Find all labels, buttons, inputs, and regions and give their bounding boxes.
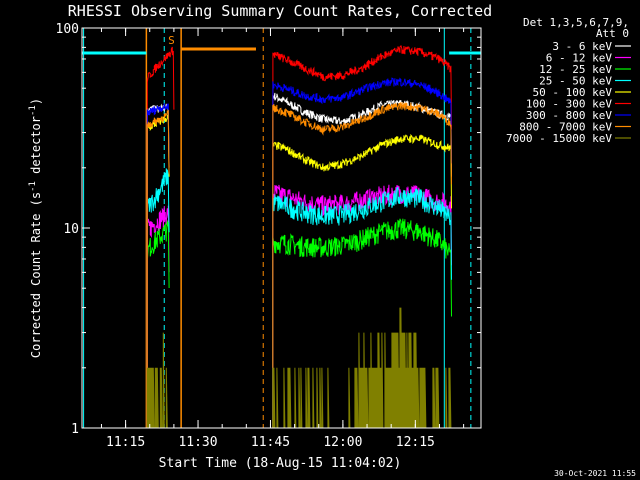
y-axis-label-mid: detector: [29, 116, 43, 181]
series-2-line: [146, 205, 170, 428]
legend-label: 12 - 25 keV: [539, 63, 612, 76]
legend-header-line-1: Det 1,3,5,6,7,9,: [523, 16, 629, 29]
y-tick-label: 1: [71, 422, 79, 437]
legend-label: 50 - 100 keV: [533, 86, 613, 99]
series-4-line: [146, 168, 170, 428]
series-7-line: [146, 103, 170, 428]
y-tick-label: 10: [63, 222, 79, 237]
series-3-line: [146, 220, 170, 428]
x-axis: 11:15 11:30 11:45 12:00 12:15: [100, 28, 465, 450]
plot-content: S: [82, 28, 481, 429]
legend-label: 7000 - 15000 keV: [506, 132, 612, 145]
legend-label: 800 - 7000 keV: [519, 121, 612, 134]
series-9-line: [146, 332, 169, 429]
x-axis-label: Start Time (18-Aug-15 11:04:02): [159, 456, 402, 471]
y-axis-label-exp2: -1: [28, 105, 38, 116]
y-axis-label-main: Corrected Count Rate (s: [29, 192, 43, 358]
y-axis: 1 10 100: [56, 22, 481, 437]
x-tick-label: 11:45: [251, 435, 290, 450]
y-axis-label-exp1: -1: [28, 181, 38, 192]
saa-marker: S: [168, 34, 175, 47]
series-7-line: [272, 77, 452, 428]
legend-label: 3 - 6 keV: [552, 40, 612, 53]
y-axis-label-end: ): [29, 98, 43, 105]
series-6-line: [146, 46, 175, 428]
x-tick-label: 12:00: [323, 435, 362, 450]
series-6-line: [272, 45, 452, 428]
chart-title: RHESSI Observing Summary Count Rates, Co…: [68, 2, 492, 20]
series-4-line: [272, 186, 452, 428]
legend-header-line-2: Att 0: [596, 27, 629, 40]
y-tick-label: 100: [56, 22, 79, 37]
x-tick-label: 12:15: [396, 435, 435, 450]
legend-label: 300 - 800 keV: [526, 109, 612, 122]
y-axis-label: Corrected Count Rate (s-1 detector-1): [28, 98, 43, 358]
x-tick-label: 11:30: [178, 435, 217, 450]
legend-label: 25 - 50 keV: [539, 75, 612, 88]
x-tick-label: 11:15: [106, 435, 145, 450]
series-5-line: [272, 133, 452, 428]
legend-label: 100 - 300 keV: [526, 98, 612, 111]
series-8-line: [146, 109, 170, 428]
date-stamp: 30-Oct-2021 11:55: [554, 469, 636, 478]
series-8-line: [272, 102, 452, 428]
series-3-line: [272, 218, 452, 428]
legend-label: 6 - 12 keV: [546, 52, 613, 65]
